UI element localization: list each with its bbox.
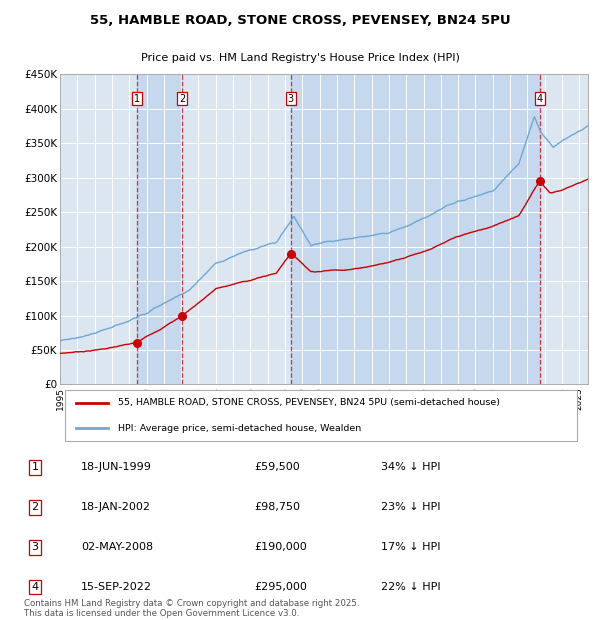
Bar <box>137 74 182 384</box>
Text: 4: 4 <box>31 582 38 592</box>
Text: 02-MAY-2008: 02-MAY-2008 <box>81 542 153 552</box>
Text: 23% ↓ HPI: 23% ↓ HPI <box>380 502 440 512</box>
Text: 22% ↓ HPI: 22% ↓ HPI <box>380 582 440 592</box>
Text: Contains HM Land Registry data © Crown copyright and database right 2025.
This d: Contains HM Land Registry data © Crown c… <box>23 599 359 618</box>
Text: 4: 4 <box>536 94 543 104</box>
Text: 1: 1 <box>32 463 38 472</box>
Text: 3: 3 <box>32 542 38 552</box>
Text: HPI: Average price, semi-detached house, Wealden: HPI: Average price, semi-detached house,… <box>118 423 361 433</box>
Text: 18-JAN-2002: 18-JAN-2002 <box>81 502 151 512</box>
Text: 1: 1 <box>134 94 140 104</box>
Text: 55, HAMBLE ROAD, STONE CROSS, PEVENSEY, BN24 5PU: 55, HAMBLE ROAD, STONE CROSS, PEVENSEY, … <box>89 14 511 27</box>
Text: 18-JUN-1999: 18-JUN-1999 <box>81 463 152 472</box>
Text: 2: 2 <box>179 94 185 104</box>
Text: £295,000: £295,000 <box>254 582 307 592</box>
Text: 55, HAMBLE ROAD, STONE CROSS, PEVENSEY, BN24 5PU (semi-detached house): 55, HAMBLE ROAD, STONE CROSS, PEVENSEY, … <box>118 398 500 407</box>
Bar <box>291 74 540 384</box>
Text: Price paid vs. HM Land Registry's House Price Index (HPI): Price paid vs. HM Land Registry's House … <box>140 53 460 63</box>
Text: £190,000: £190,000 <box>254 542 307 552</box>
Text: 17% ↓ HPI: 17% ↓ HPI <box>380 542 440 552</box>
Text: £98,750: £98,750 <box>254 502 300 512</box>
Text: 3: 3 <box>287 94 294 104</box>
FancyBboxPatch shape <box>65 390 577 441</box>
Text: 2: 2 <box>31 502 38 512</box>
Text: 34% ↓ HPI: 34% ↓ HPI <box>380 463 440 472</box>
Text: £59,500: £59,500 <box>254 463 299 472</box>
Text: 15-SEP-2022: 15-SEP-2022 <box>81 582 152 592</box>
